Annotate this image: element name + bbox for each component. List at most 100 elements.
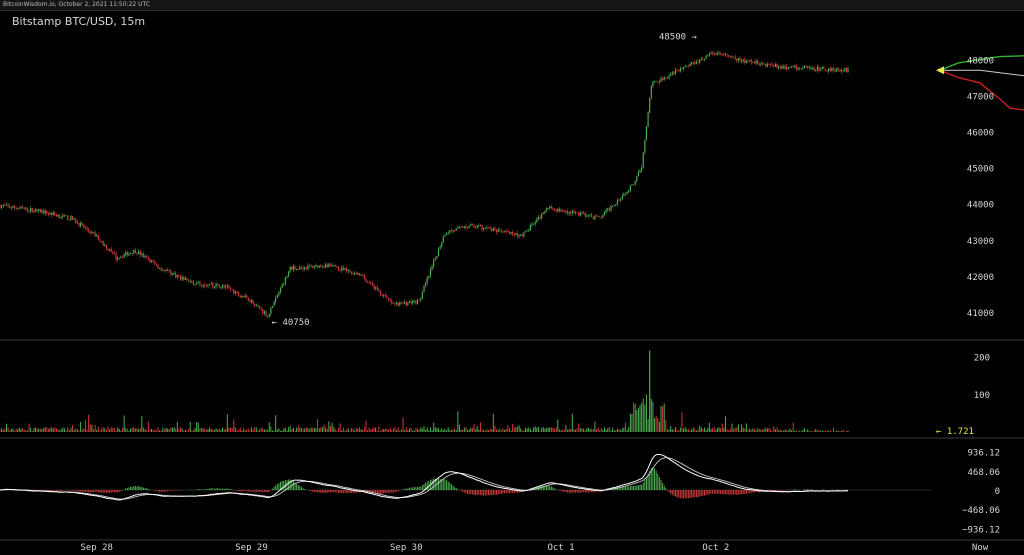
price-candle xyxy=(566,210,569,214)
volume-bar xyxy=(65,430,67,432)
volume-bar xyxy=(679,427,681,432)
volume-bar xyxy=(716,427,718,432)
macd-histogram-bar xyxy=(347,490,349,493)
price-candle xyxy=(126,252,128,256)
volume-bar xyxy=(392,428,394,432)
price-candle xyxy=(234,291,236,294)
volume-bar xyxy=(608,427,610,432)
volume-bar xyxy=(526,428,528,432)
macd-histogram-bar xyxy=(155,490,157,491)
volume-bar xyxy=(826,430,828,432)
macd-histogram-bar xyxy=(67,490,69,491)
price-candle xyxy=(670,74,672,76)
volume-bar xyxy=(578,423,580,432)
volume-bar xyxy=(800,431,802,432)
volume-bar xyxy=(91,424,93,432)
price-candle xyxy=(832,68,835,70)
price-candle xyxy=(147,257,149,260)
volume-bar xyxy=(97,426,99,432)
volume-bar xyxy=(497,429,499,432)
macd-histogram-bar xyxy=(446,480,448,491)
volume-bar xyxy=(383,429,385,432)
volume-bar xyxy=(268,422,270,432)
price-candle xyxy=(84,227,87,229)
price-candle xyxy=(258,305,261,309)
price-candle xyxy=(524,230,527,233)
macd-histogram-bar xyxy=(412,487,414,491)
volume-bar xyxy=(836,430,838,432)
volume-bar xyxy=(689,430,691,432)
volume-bar xyxy=(439,430,441,432)
macd-histogram-bar xyxy=(244,490,246,491)
volume-bar xyxy=(218,428,220,432)
price-candle xyxy=(655,81,657,82)
macd-histogram-bar xyxy=(847,489,849,491)
volume-bar xyxy=(205,429,207,432)
price-candle xyxy=(316,265,319,268)
volume-bar xyxy=(795,430,797,432)
price-candle xyxy=(315,265,317,268)
volume-bar xyxy=(528,427,530,432)
volume-bar xyxy=(20,428,22,432)
volume-bar xyxy=(584,430,586,432)
macd-histogram-bar xyxy=(592,490,594,493)
volume-bar xyxy=(284,427,286,432)
volume-bar xyxy=(104,428,106,432)
volume-bar xyxy=(787,430,789,432)
price-candle xyxy=(381,294,383,296)
macd-histogram-bar xyxy=(239,490,241,492)
volume-bar xyxy=(668,429,670,432)
macd-histogram-bar xyxy=(118,490,120,493)
macd-line xyxy=(0,453,849,501)
volume-bar xyxy=(441,428,443,432)
volume-bar xyxy=(810,431,812,432)
volume-bar xyxy=(397,427,399,432)
macd-histogram-bar xyxy=(75,490,77,492)
price-candle xyxy=(641,167,643,171)
volume-bar xyxy=(670,425,672,432)
volume-bar xyxy=(302,428,304,432)
volume-bar xyxy=(507,425,509,432)
price-candle xyxy=(292,266,295,270)
volume-bar xyxy=(323,424,325,432)
macd-histogram-bar xyxy=(388,490,390,493)
volume-bar xyxy=(695,430,697,432)
macd-histogram-bar xyxy=(684,490,686,499)
volume-bar xyxy=(607,428,609,432)
macd-histogram-bar xyxy=(407,488,409,491)
price-candle xyxy=(65,214,67,216)
volume-bar xyxy=(610,430,612,432)
price-candle xyxy=(68,219,70,221)
volume-bar xyxy=(260,427,262,432)
price-candle xyxy=(423,286,425,293)
volume-bar xyxy=(752,428,754,432)
price-candle xyxy=(296,269,298,270)
price-candle xyxy=(212,282,214,288)
volume-bar xyxy=(88,414,90,432)
price-candle xyxy=(644,139,646,153)
macd-histogram-bar xyxy=(408,487,410,491)
volume-bar xyxy=(334,429,336,432)
price-candle xyxy=(358,273,361,276)
macd-histogram-bar xyxy=(473,490,475,495)
macd-histogram-bar xyxy=(209,488,211,491)
macd-histogram-bar xyxy=(355,490,357,493)
price-candle xyxy=(157,264,159,269)
volume-bar xyxy=(566,429,568,432)
volume-bar xyxy=(370,429,372,432)
macd-tick-label: 468.06 xyxy=(967,468,1000,478)
volume-bar xyxy=(700,427,702,432)
volume-bar xyxy=(12,428,14,432)
price-candle xyxy=(33,211,35,213)
volume-bar xyxy=(562,429,564,432)
volume-bar xyxy=(699,425,701,432)
price-candle xyxy=(123,254,125,258)
macd-histogram-bar xyxy=(167,490,169,491)
volume-bar xyxy=(167,428,169,432)
macd-histogram-bar xyxy=(716,490,718,494)
volume-bar xyxy=(149,429,151,432)
price-candle xyxy=(433,260,435,267)
price-candle xyxy=(694,62,696,64)
macd-histogram-bar xyxy=(93,490,95,492)
